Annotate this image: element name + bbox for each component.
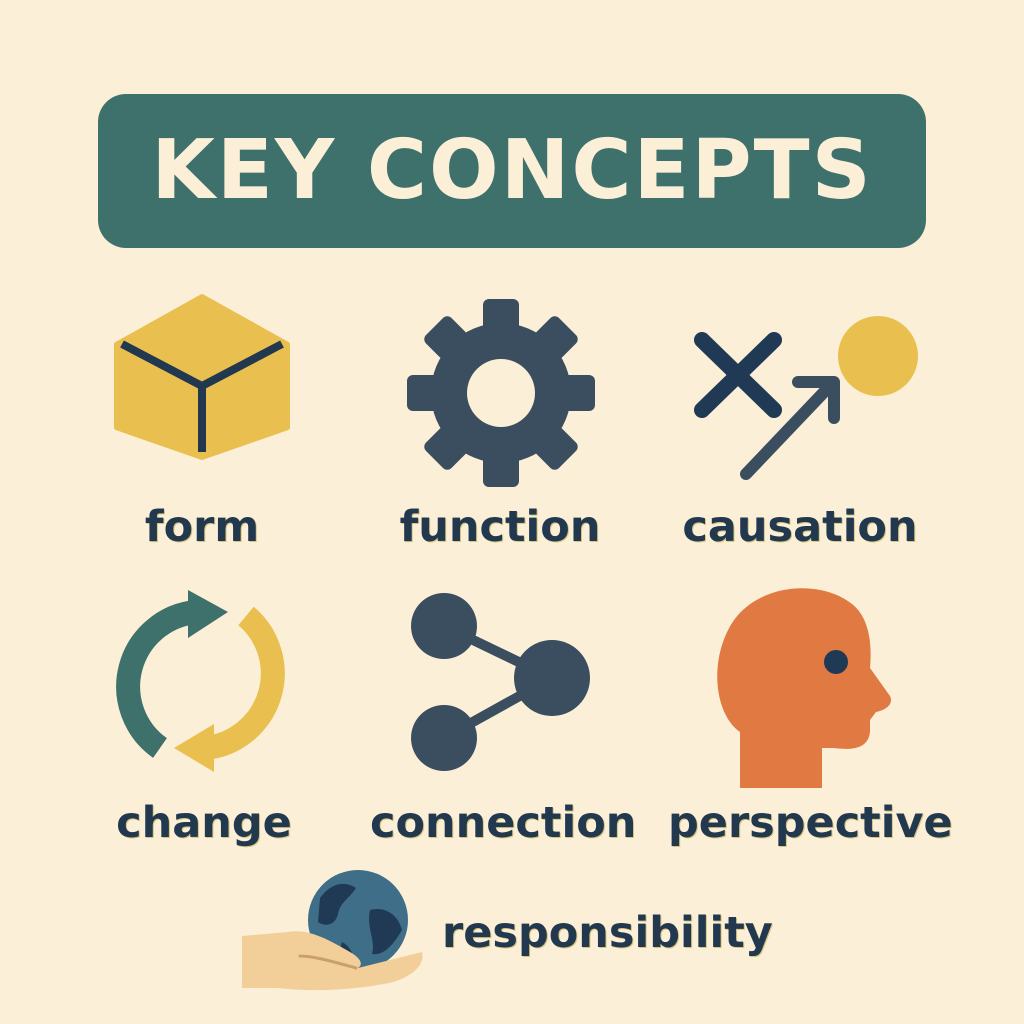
cube-icon [114, 294, 290, 460]
concept-label-change: change [116, 798, 292, 848]
network-nodes-icon [411, 593, 590, 771]
concept-label-form: form [144, 502, 260, 552]
concept-label-responsibility: responsibility [442, 908, 773, 958]
concept-label-function: function [399, 502, 601, 552]
page-title: KEY CONCEPTS [151, 123, 873, 218]
title-banner: KEY CONCEPTS [98, 94, 926, 248]
concept-label-connection: connection [370, 798, 637, 848]
concept-label-causation: causation [682, 502, 918, 552]
hand-holding-globe-icon [242, 870, 423, 991]
cross-arrow-circle-icon [694, 316, 918, 480]
concept-label-perspective: perspective [668, 798, 953, 848]
gear-icon [407, 299, 595, 487]
head-profile-icon [717, 588, 892, 788]
cycle-arrows-icon [116, 590, 285, 772]
